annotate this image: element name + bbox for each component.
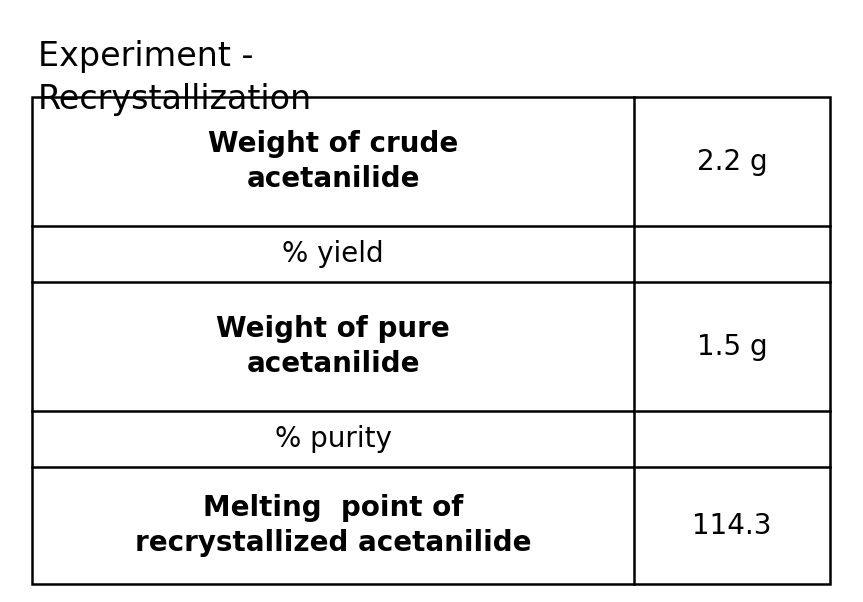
Text: 114.3: 114.3 — [692, 512, 772, 539]
Text: Melting  point of
recrystallized acetanilide: Melting point of recrystallized acetanil… — [135, 494, 532, 557]
Text: % purity: % purity — [274, 425, 392, 453]
Text: % yield: % yield — [282, 240, 384, 268]
Bar — [32, 97, 830, 584]
Text: Weight of crude
acetanilide: Weight of crude acetanilide — [208, 129, 458, 193]
Text: 2.2 g: 2.2 g — [697, 147, 767, 176]
Text: Experiment -
Recrystallization: Experiment - Recrystallization — [38, 40, 312, 116]
Text: Weight of pure
acetanilide: Weight of pure acetanilide — [217, 315, 450, 379]
Text: 1.5 g: 1.5 g — [697, 332, 767, 361]
